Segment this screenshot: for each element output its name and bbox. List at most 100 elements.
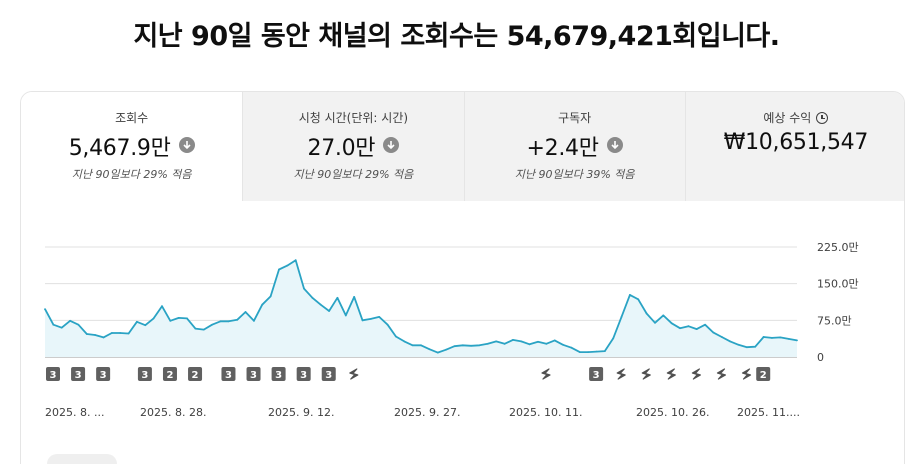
upload-marker-count: 2	[192, 370, 199, 381]
data-point	[695, 328, 698, 331]
data-point	[512, 338, 514, 341]
arrow-down-circle-icon	[178, 137, 195, 153]
data-point	[595, 350, 598, 353]
tab-label: 구독자	[558, 111, 592, 125]
shorts-icon	[641, 368, 651, 380]
upload-marker	[756, 367, 771, 381]
data-point	[102, 336, 105, 339]
data-point	[403, 340, 406, 343]
headline: 지난 90일 동안 채널의 조회수는 54,679,421회입니다.	[133, 21, 780, 52]
upload-marker-count: 3	[141, 370, 148, 381]
tab-value: 27.0만	[307, 136, 376, 161]
upload-marker	[96, 367, 111, 381]
upload-marker-count: 2	[166, 370, 173, 381]
data-point	[562, 343, 564, 346]
shorts-icon	[741, 368, 752, 380]
data-point	[127, 332, 130, 335]
tab-value: +2.4만	[526, 136, 599, 161]
tab-comparison: 지난 90일보다 29% 적음	[293, 168, 414, 181]
chart-svg: 0 75.0만 150.0만 225.0만 3 3 3 3 2 2 3 3 3 3 3 3 2 2025. 8. …	[44, 241, 859, 419]
data-point	[553, 339, 556, 342]
tab-revenue[interactable]: 예상 수익 ₩10,651,547	[684, 92, 904, 201]
tab-watch-time[interactable]: 시청 시간(단위: 시간) 27.0만 지난 90일보다 29% 적음	[242, 92, 464, 201]
data-point	[486, 342, 489, 345]
upload-marker	[221, 367, 236, 381]
x-tick-label: 2025. 10. 11.	[509, 406, 582, 419]
upload-marker-count: 3	[300, 370, 307, 381]
series-area	[45, 260, 797, 357]
data-point	[369, 317, 372, 320]
upload-marker	[296, 367, 311, 381]
data-point	[662, 314, 665, 317]
upload-marker	[137, 367, 152, 381]
x-tick-label: 2025. 8. ...	[45, 406, 104, 419]
data-point	[169, 319, 172, 322]
data-point	[495, 340, 498, 343]
upload-marker-count: 3	[325, 370, 332, 381]
data-point	[537, 340, 539, 343]
data-point	[570, 346, 573, 349]
data-point	[545, 342, 548, 345]
analytics-card: 조회수 5,467.9만 지난 90일보다 29% 적음 시청 시간(단위: 시…	[20, 91, 905, 464]
data-point	[194, 327, 197, 330]
tab-subscribers[interactable]: 구독자 +2.4만 지난 90일보다 39% 적음	[463, 92, 685, 201]
tab-views[interactable]: 조회수 5,467.9만 지난 90일보다 29% 적음	[21, 92, 243, 201]
data-point	[294, 259, 297, 262]
data-point	[52, 323, 55, 326]
data-point	[328, 310, 330, 312]
clock-icon	[816, 112, 829, 124]
upload-marker-count: 3	[225, 370, 232, 381]
upload-marker	[246, 367, 261, 381]
data-point	[704, 323, 706, 326]
data-point	[261, 303, 264, 306]
data-point	[520, 340, 523, 343]
tab-label: 조회수	[115, 111, 149, 125]
data-point	[202, 328, 205, 331]
data-point	[152, 317, 155, 320]
metric-tabs: 조회수 5,467.9만 지난 90일보다 29% 적음 시청 시간(단위: 시…	[21, 92, 904, 201]
x-tick-label: 2025. 8. 28.	[140, 406, 206, 419]
data-point	[679, 327, 681, 330]
upload-marker-count: 3	[250, 370, 257, 381]
data-point	[69, 319, 71, 322]
data-point	[687, 325, 690, 328]
data-point	[136, 320, 138, 323]
data-point	[628, 294, 631, 296]
data-point	[252, 319, 255, 322]
data-point	[587, 351, 590, 354]
data-point	[637, 298, 640, 301]
tab-comparison: 지난 90일보다 39% 적음	[514, 168, 635, 181]
shorts-icon	[616, 368, 626, 380]
tab-value-row: +2.4만	[465, 130, 685, 162]
data-point	[161, 305, 163, 308]
data-point	[144, 324, 147, 327]
data-point	[219, 320, 222, 323]
data-point	[436, 351, 439, 354]
tab-comparison: 지난 90일보다 29% 적음	[71, 168, 192, 181]
data-point	[796, 339, 798, 342]
data-point	[612, 337, 615, 340]
upload-marker	[162, 367, 177, 381]
data-point	[787, 338, 790, 340]
tab-value: ₩10,651,547	[723, 130, 869, 155]
data-point	[745, 346, 748, 349]
tab-value-row: 27.0만	[243, 130, 463, 162]
arrow-down-circle-icon	[606, 137, 623, 153]
upload-marker	[71, 367, 86, 381]
tab-label: 예상 수익	[763, 111, 812, 125]
data-point	[278, 268, 280, 271]
upload-marker	[321, 367, 336, 381]
upload-marker-count: 2	[760, 370, 767, 381]
data-point	[670, 322, 673, 325]
data-point	[503, 342, 506, 345]
tab-label-row: 예상 수익	[686, 109, 904, 126]
data-point	[378, 316, 381, 318]
data-point	[754, 345, 757, 348]
data-point	[177, 316, 180, 319]
y-tick-label: 225.0만	[817, 241, 859, 254]
x-tick-label: 2025. 9. 12.	[268, 406, 334, 419]
upload-marker	[188, 367, 203, 381]
more-button[interactable]	[47, 454, 117, 464]
data-point	[44, 308, 46, 310]
data-point	[411, 344, 414, 347]
